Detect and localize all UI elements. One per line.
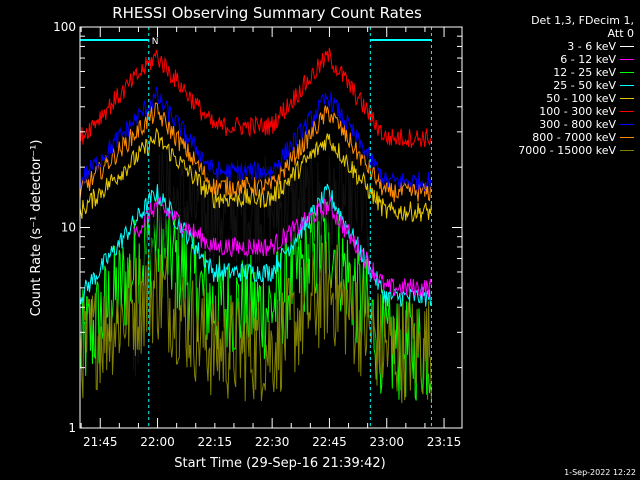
legend-swatch [620,98,634,99]
legend-label: 100 - 300 keV [539,105,616,118]
legend-entries: 3 - 6 keV 6 - 12 keV 12 - 25 keV 25 - 50 ke… [484,40,634,157]
legend-swatch [620,72,634,73]
series-50-100kev [79,127,432,223]
y-axis: 1 10 100 [53,20,462,435]
legend-swatch [620,111,634,112]
legend-entry: 7000 - 15000 keV [484,144,634,157]
legend-entry: 12 - 25 keV [484,66,634,79]
series-7000-15000kev [79,241,432,404]
saa-marker-label: N [152,37,159,47]
legend-entry: 800 - 7000 keV [484,131,634,144]
legend: Det 1,3, FDecim 1, Att 0 3 - 6 keV 6 - 12… [484,14,634,157]
x-tick-label: 23:00 [369,435,404,449]
x-tick-label: 22:15 [198,435,233,449]
series-12-25kev [79,187,432,401]
x-axis-label: Start Time (29-Sep-16 21:39:42) [174,456,385,471]
legend-entry: 100 - 300 keV [484,105,634,118]
legend-header-line-1: Det 1,3, FDecim 1, [531,14,634,27]
timestamp: 1-Sep-2022 12:22 [564,468,636,477]
x-tick-label: 23:15 [427,435,462,449]
series-300-800kev [79,86,432,193]
y-tick-label: 10 [61,221,76,235]
legend-label: 300 - 800 keV [539,118,616,131]
legend-label: 25 - 50 keV [553,79,616,92]
series-6-12kev [133,196,432,298]
legend-swatch [620,124,634,125]
legend-entry: 50 - 100 keV [484,92,634,105]
x-tick-label: 21:45 [83,435,118,449]
legend-entry: 300 - 800 keV [484,118,634,131]
x-axis: 21:45 22:00 22:15 22:30 22:45 23:00 23:15 [80,27,462,449]
legend-label: 3 - 6 keV [567,40,616,53]
series-800-7000kev [79,102,432,203]
y-tick-label: 1 [68,421,76,435]
y-axis-label: Count Rate (s⁻¹ detector⁻¹) [29,140,44,317]
x-tick-label: 22:45 [312,435,347,449]
legend-swatch [620,59,634,60]
legend-header-line-2: Att 0 [607,27,634,40]
legend-entry: 25 - 50 keV [484,79,634,92]
series-layer [79,47,432,429]
y-tick-label: 100 [53,20,76,34]
legend-swatch [620,85,634,86]
legend-label: 7000 - 15000 keV [518,144,616,157]
x-tick-label: 22:00 [140,435,175,449]
legend-label: 12 - 25 keV [553,66,616,79]
legend-swatch [620,46,634,47]
legend-entry: 6 - 12 keV [484,53,634,66]
legend-swatch [620,137,634,138]
x-tick-label: 22:30 [255,435,290,449]
series-100-300kev [79,47,432,148]
legend-label: 6 - 12 keV [560,53,616,66]
legend-swatch [620,150,634,151]
chart-title: RHESSI Observing Summary Count Rates [112,4,422,22]
legend-label: 800 - 7000 keV [532,131,616,144]
legend-entry: 3 - 6 keV [484,40,634,53]
legend-label: 50 - 100 keV [546,92,616,105]
